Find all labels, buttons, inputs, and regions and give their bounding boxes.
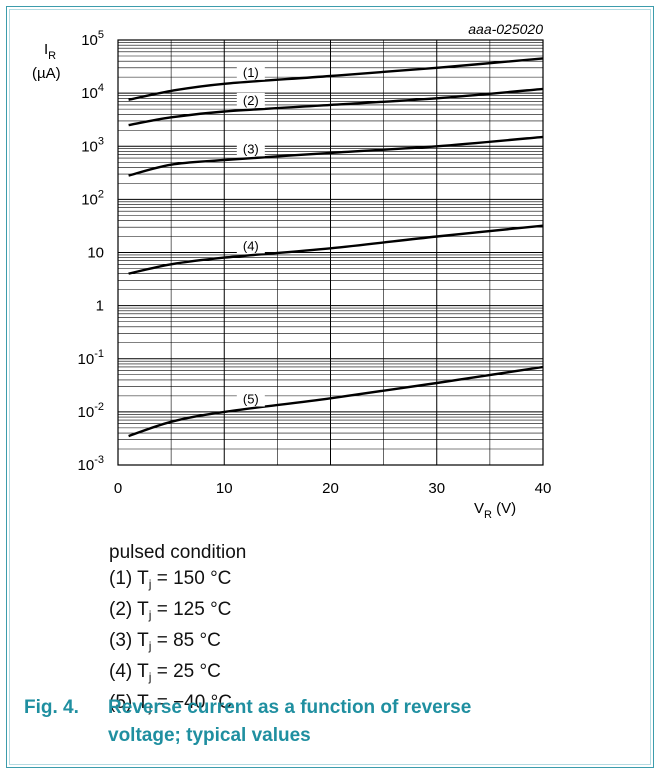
- curve-label-3: (3): [243, 141, 259, 156]
- legend-item-1: (1) Tj = 150 °C: [109, 568, 232, 591]
- legend-item-4: (4) Tj = 25 °C: [109, 661, 221, 684]
- curve-series-5: [128, 365, 544, 438]
- legend-heading: pulsed condition: [109, 542, 247, 563]
- x-tick-label: 30: [428, 480, 445, 497]
- x-axis-label: VR (V): [474, 500, 516, 521]
- curve-label-1: (1): [243, 65, 259, 80]
- y-tick-label: 1: [96, 298, 104, 315]
- x-tick-label: 0: [114, 480, 122, 497]
- figure-frame: [6, 6, 654, 768]
- curve-label-2: (2): [243, 93, 259, 108]
- y-tick-label: 104: [81, 82, 104, 102]
- curve-series-2: [128, 87, 544, 127]
- grid: [117, 39, 544, 466]
- y-tick-label: 102: [81, 188, 104, 208]
- y-axis-label: IR: [44, 41, 56, 62]
- x-tick-label: 40: [535, 480, 552, 497]
- curve-label-4: (4): [243, 238, 259, 253]
- figure-caption: Fig. 4. Reverse current as a function of …: [24, 694, 654, 750]
- x-tick-label: 20: [322, 480, 339, 497]
- y-tick-label: 103: [81, 135, 104, 155]
- caption-line-1: Reverse current as a function of reverse: [108, 697, 472, 718]
- legend: pulsed condition (1) Tj = 150 °C (2) Tj =…: [109, 540, 246, 721]
- plot-area-border: [117, 39, 544, 466]
- legend-item-2: (2) Tj = 125 °C: [109, 599, 232, 622]
- curve-label-5: (5): [243, 391, 259, 406]
- caption-line-2: voltage; typical values: [108, 725, 311, 746]
- curve-label-background: [236, 92, 265, 108]
- x-tick-label: 10: [216, 480, 233, 497]
- legend-item-3: (3) Tj = 85 °C: [109, 630, 221, 653]
- curve-series-1: [128, 57, 544, 101]
- y-tick-label: 10: [87, 245, 104, 262]
- y-tick-label: 10-3: [78, 454, 104, 474]
- curve-label-background: [236, 238, 265, 254]
- curve-series-4: [128, 224, 544, 275]
- curve-label-background: [236, 64, 265, 80]
- curves: (1) (2) (3) (4) (5): [128, 57, 544, 438]
- legend-item-5: (5) Tj = −40 °C: [109, 692, 232, 715]
- curve-label-background: [236, 391, 265, 407]
- curve-label-background: [236, 141, 265, 157]
- y-tick-label: 10-1: [78, 348, 104, 368]
- y-tick-label: 105: [81, 29, 104, 49]
- curve-series-3: [128, 135, 544, 177]
- figure-reference-id: aaa-025020: [468, 21, 543, 37]
- figure-number: Fig. 4.: [24, 697, 79, 718]
- y-tick-label: 10-2: [78, 401, 104, 421]
- y-axis-unit: (µA): [32, 65, 61, 82]
